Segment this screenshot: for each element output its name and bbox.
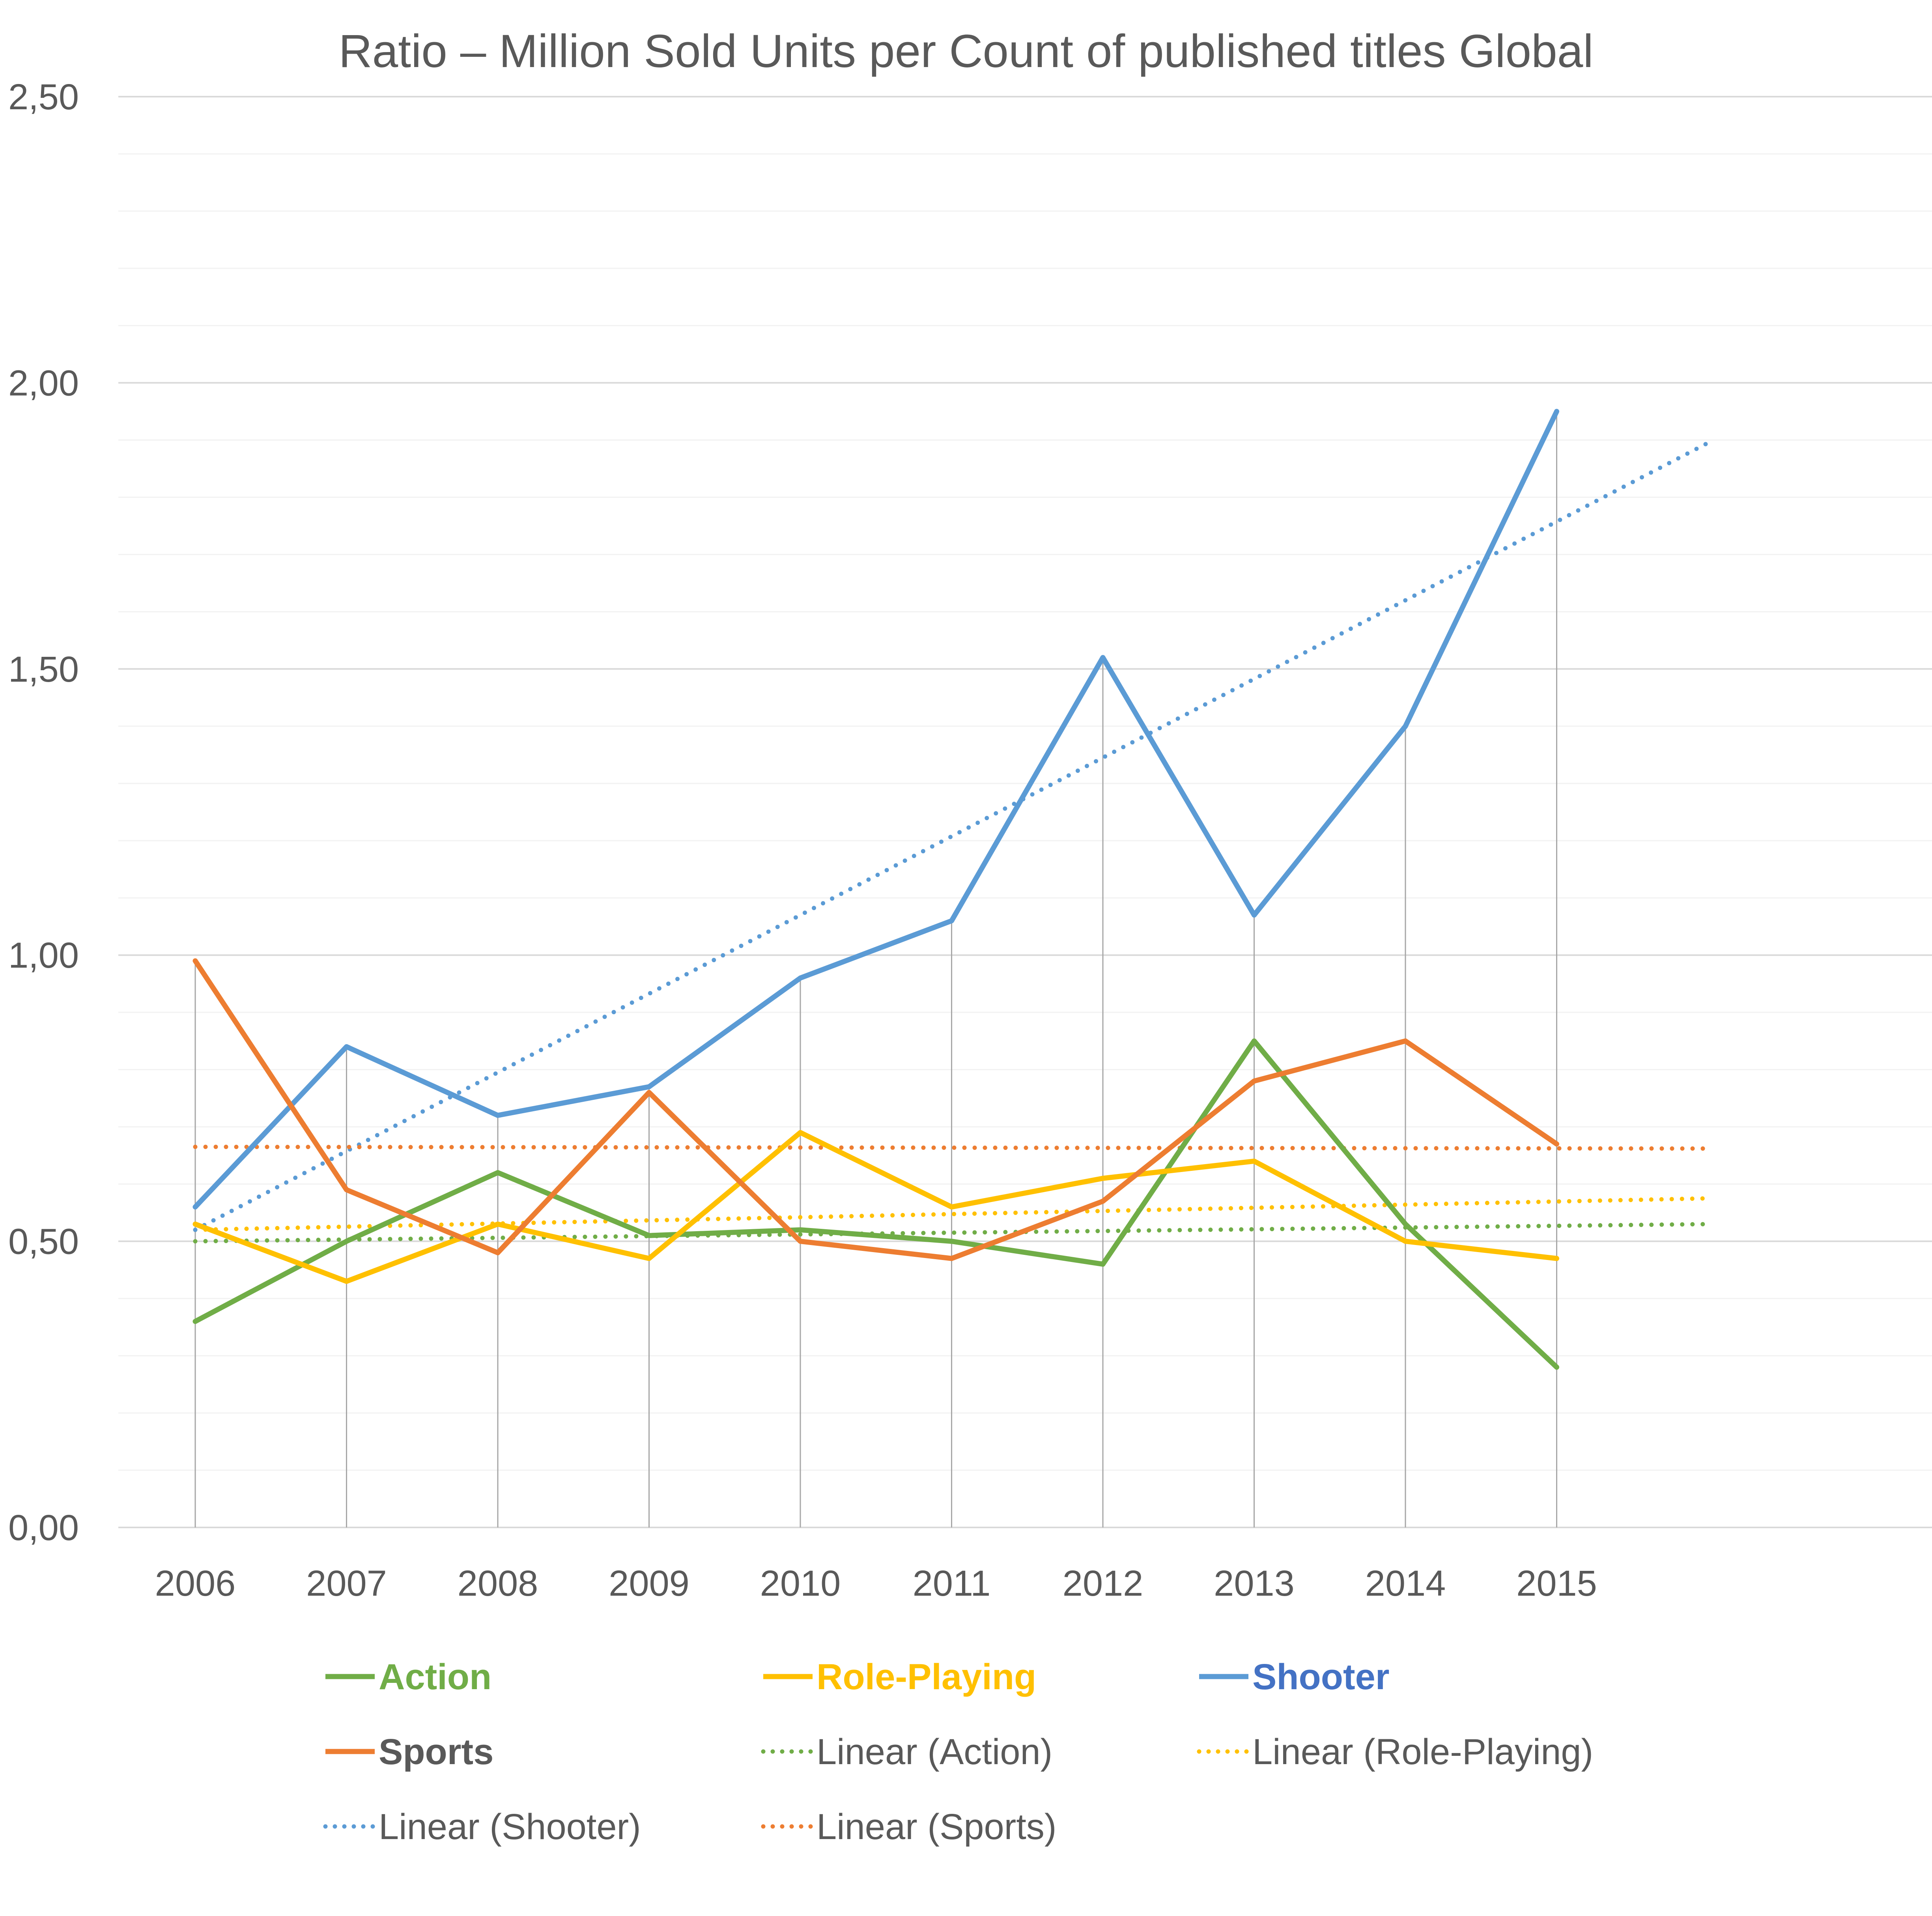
x-tick-label: 2010 <box>760 1563 841 1604</box>
series-line-action <box>192 1038 1559 1370</box>
y-tick-label: 1,50 <box>8 649 79 690</box>
x-tick-label: 2013 <box>1214 1563 1295 1604</box>
minor-grid <box>118 153 1932 1471</box>
y-tick-label: 1,00 <box>8 935 79 976</box>
x-tick-label: 2007 <box>306 1563 387 1604</box>
legend-label: Linear (Role-Playing) <box>1252 1732 1593 1772</box>
legend-label: Action <box>379 1657 491 1697</box>
y-tick-label: 2,00 <box>8 363 79 403</box>
x-tick-label: 2006 <box>155 1563 236 1604</box>
trendline-linear-sports <box>193 1144 1710 1151</box>
series-line-shooter <box>192 409 1559 1210</box>
trendline-linear-shooter <box>193 441 1710 1232</box>
x-tick-label: 2009 <box>609 1563 689 1604</box>
chart-title: Ratio – Million Sold Units per Count of … <box>338 25 1593 77</box>
trendlines <box>193 441 1710 1244</box>
x-tick-label: 2008 <box>458 1563 538 1604</box>
legend-label: Role-Playing <box>817 1657 1036 1697</box>
x-axis: 2006 2007 2008 2009 2010 2011 2012 2013 2014 2015 <box>155 1563 1597 1604</box>
legend: Action Role-Playing Shooter Sports Linear (A… <box>323 1657 1593 1847</box>
trendline-linear-action <box>193 1222 1710 1244</box>
y-tick-label: 0,00 <box>8 1508 79 1548</box>
legend-label: Linear (Shooter) <box>379 1807 641 1847</box>
trendline-linear-role-playing <box>193 1196 1710 1232</box>
x-tick-label: 2012 <box>1063 1563 1144 1604</box>
series-line-sports <box>192 958 1559 1261</box>
y-tick-label: 2,50 <box>8 77 79 117</box>
legend-label: Linear (Sports) <box>817 1807 1056 1847</box>
legend-label: Sports <box>379 1732 493 1772</box>
series <box>192 409 1559 1370</box>
y-axis: 0,00 0,50 1,00 1,50 2,00 2,50 <box>8 77 79 1548</box>
series-line-role-playing <box>192 1130 1559 1284</box>
x-tick-label: 2011 <box>913 1563 991 1604</box>
drop-lines <box>194 411 1557 1527</box>
x-tick-label: 2014 <box>1365 1563 1446 1604</box>
legend-label: Linear (Action) <box>817 1732 1052 1772</box>
major-grid <box>118 96 1932 1528</box>
y-tick-label: 0,50 <box>8 1222 79 1262</box>
legend-label: Shooter <box>1252 1657 1390 1697</box>
x-tick-label: 2015 <box>1516 1563 1597 1604</box>
